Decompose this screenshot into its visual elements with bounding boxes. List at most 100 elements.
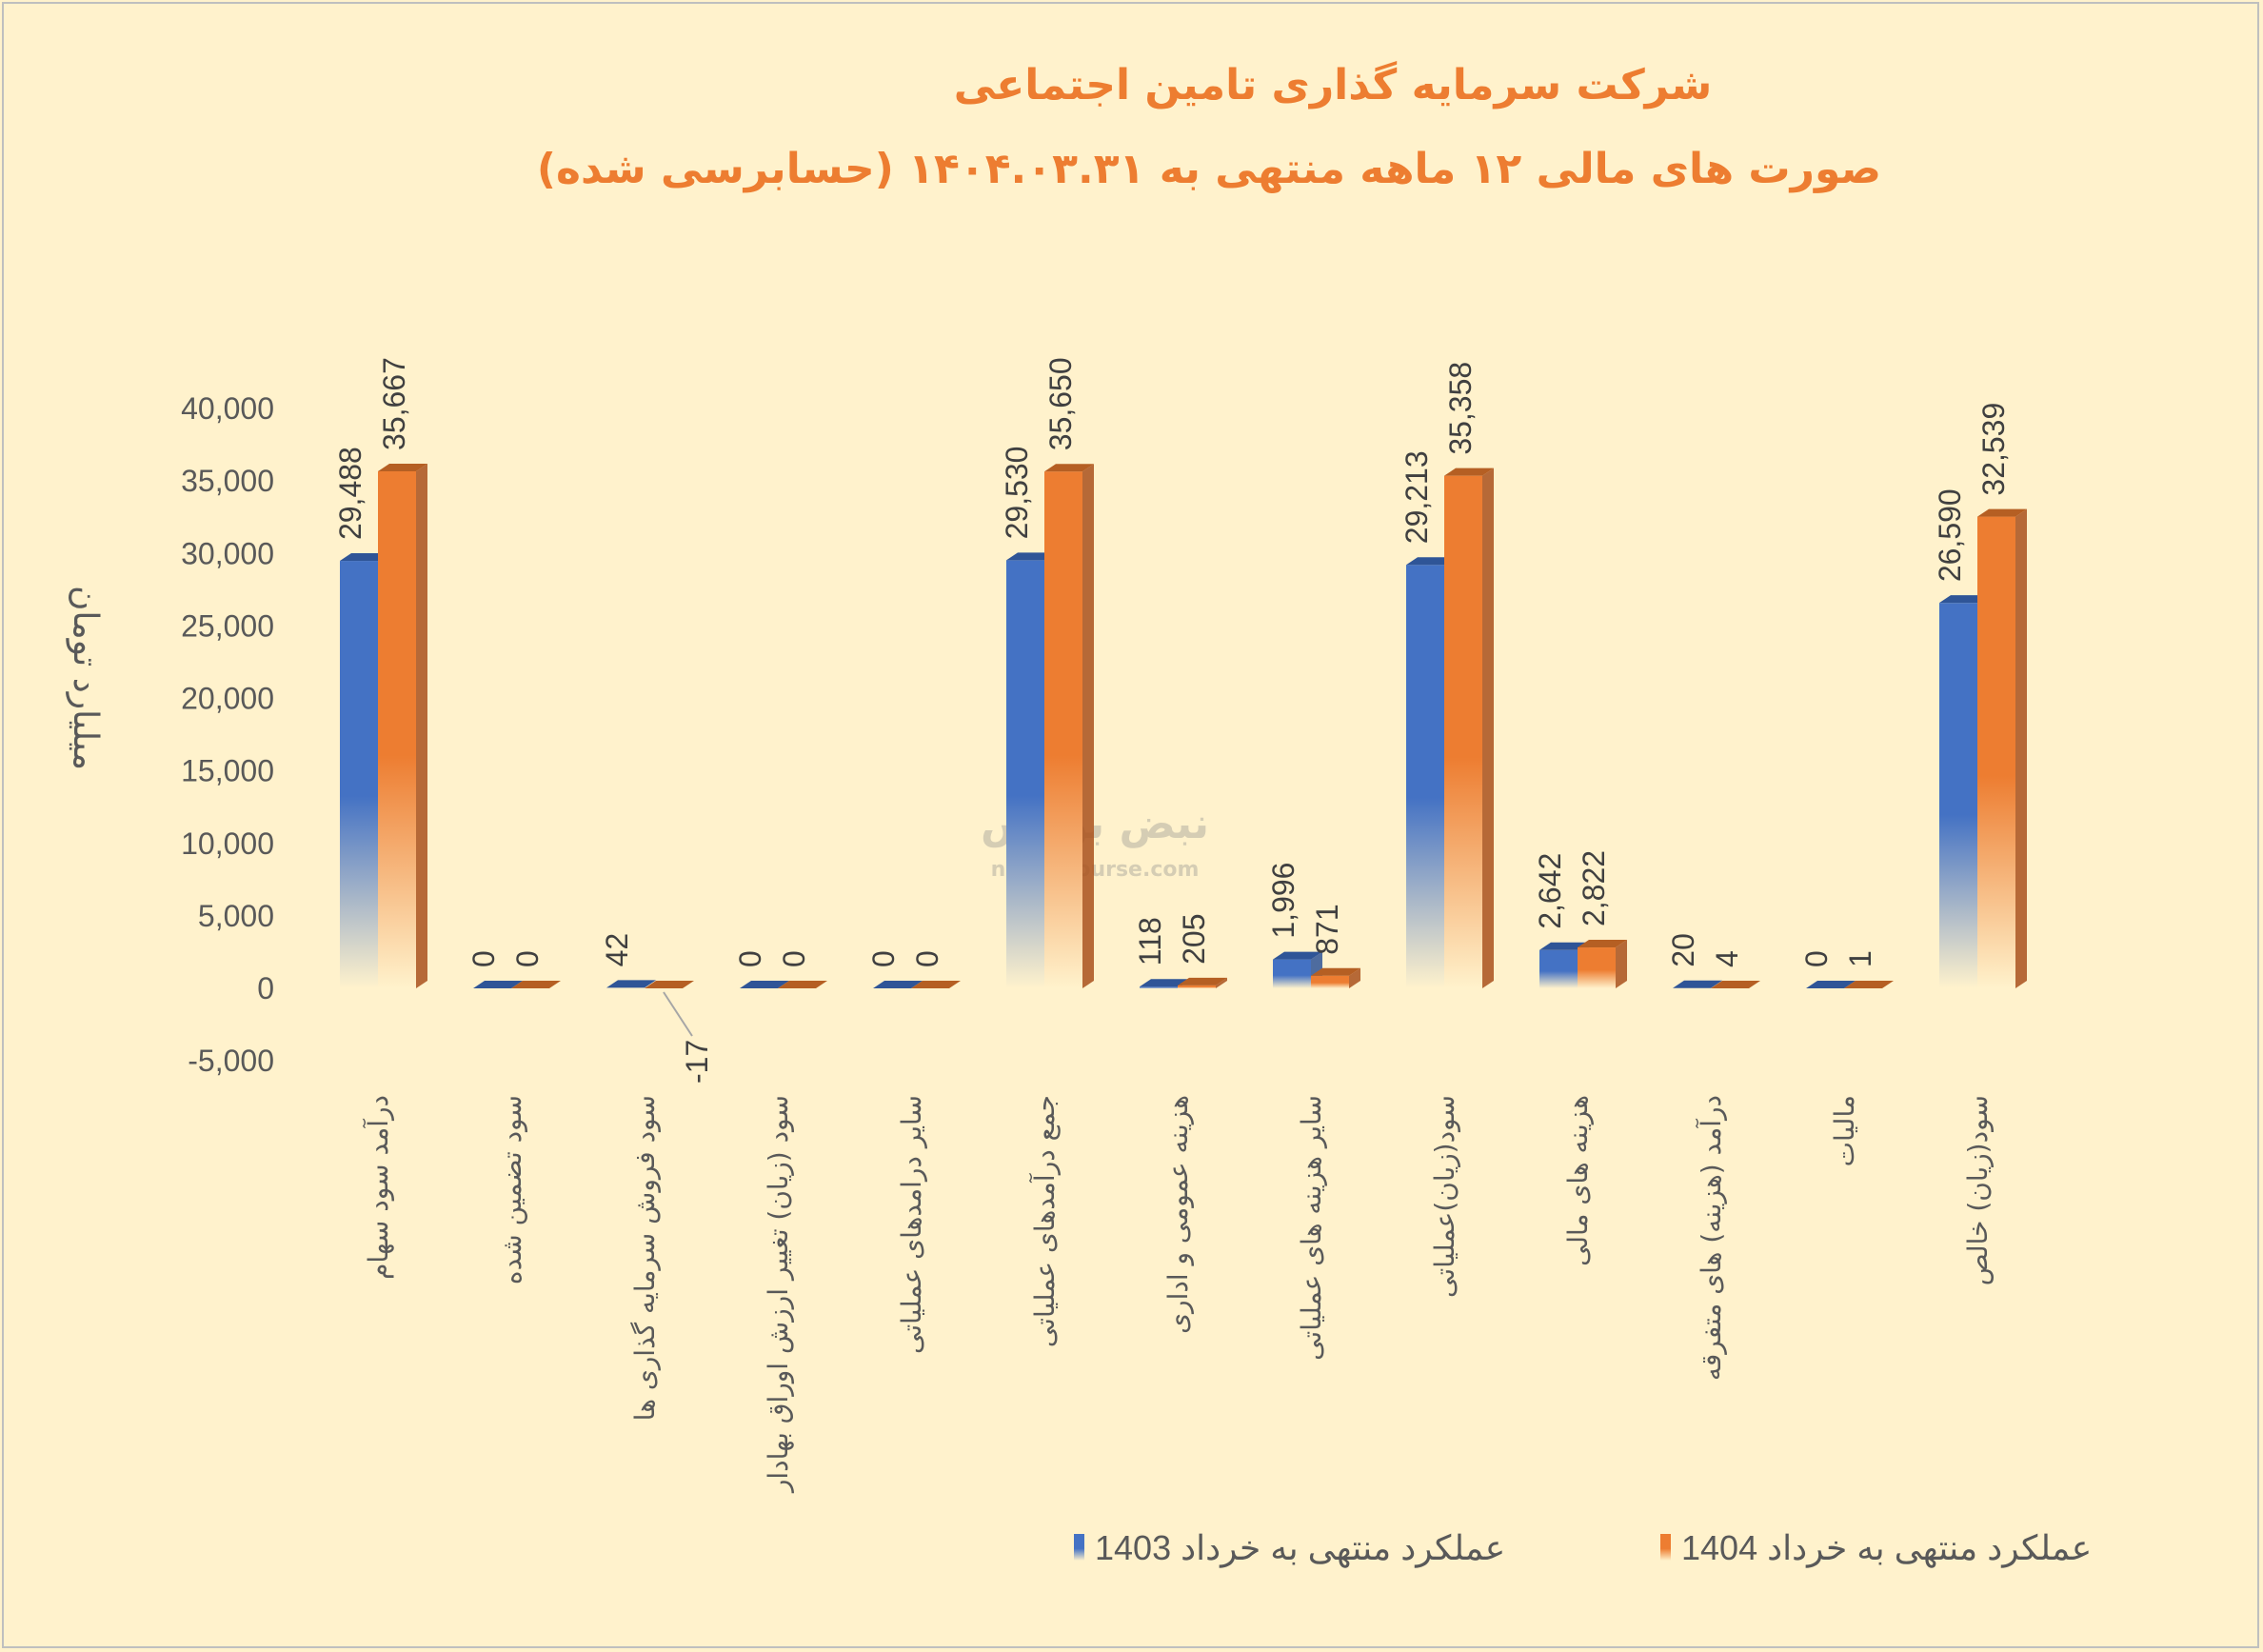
- legend-label-1404: عملکرد منتهی به خرداد 1404: [1681, 1528, 2092, 1568]
- data-label: 1: [1843, 950, 1877, 967]
- bar-1404: [378, 463, 427, 988]
- y-tick-label: 20,000: [181, 682, 274, 716]
- y-tick-label: 0: [257, 971, 274, 1005]
- bar-1404: [1977, 508, 2027, 988]
- data-label: 32,539: [1976, 403, 2011, 496]
- bar-side: [416, 463, 427, 988]
- bar-front: [1578, 947, 1616, 988]
- data-label: 29,213: [1399, 450, 1434, 544]
- y-tick-label: 30,000: [181, 536, 274, 570]
- data-label: 0: [733, 950, 767, 967]
- y-axis-title: میلیارد تومان: [66, 586, 105, 770]
- bar-1404: [1578, 940, 1627, 988]
- bar-front: [1273, 959, 1311, 988]
- bar-top: [340, 553, 389, 562]
- chart-subtitle: صورت های مالی ۱۲ ماهه منتهی به ۱۴۰۴.۰۳.۳…: [537, 145, 1881, 193]
- data-label: 205: [1177, 913, 1211, 964]
- bar-top: [1273, 951, 1322, 960]
- data-label: 0: [777, 950, 811, 967]
- y-tick-label: 40,000: [181, 391, 274, 426]
- category-label: هزینه های مالی: [1562, 1095, 1594, 1266]
- bar-1404: [645, 981, 694, 988]
- legend-swatch-1404: [1660, 1534, 1671, 1561]
- bar-front: [1178, 985, 1216, 988]
- bar-top: [645, 981, 694, 988]
- bar-front: [1006, 560, 1044, 988]
- bar-front: [1977, 516, 2015, 988]
- bar-side: [1216, 977, 1227, 988]
- bar-1404: [1178, 977, 1227, 988]
- data-label: 0: [466, 950, 501, 967]
- bar-1403: [473, 981, 523, 988]
- bar-top: [1711, 980, 1760, 988]
- bar-front: [1311, 975, 1349, 988]
- bar-top: [778, 981, 827, 988]
- bar-1404: [778, 981, 827, 988]
- bar-1404: [1844, 980, 1894, 988]
- chart-title: شرکت سرمایه گذاری تامین اجتماعی: [954, 60, 1713, 109]
- data-label: -17: [680, 1040, 714, 1084]
- data-label: 20: [1666, 933, 1700, 967]
- data-label: 35,650: [1043, 357, 1078, 450]
- legend-label-1403: عملکرد منتهی به خرداد 1403: [1095, 1528, 1505, 1568]
- bar-top: [378, 463, 427, 471]
- bar-top: [1939, 595, 1989, 604]
- data-label: 0: [1799, 950, 1834, 967]
- bar-top: [1977, 508, 2027, 517]
- data-label: 0: [866, 950, 901, 967]
- category-label: جمع درآمدهای عملیاتی: [1029, 1095, 1061, 1347]
- bar-side: [1616, 940, 1627, 988]
- bar-top: [911, 981, 961, 988]
- category-label: سود(زیان)عملیاتی: [1429, 1095, 1460, 1298]
- data-label: 1,996: [1266, 863, 1300, 939]
- bar-front: [1140, 986, 1178, 988]
- y-tick-label: 35,000: [181, 464, 274, 498]
- data-label: 35,667: [377, 357, 411, 450]
- y-tick-label: 15,000: [181, 754, 274, 788]
- bar-front: [1444, 475, 1482, 988]
- bar-1403: [873, 981, 923, 988]
- bar-top: [1578, 940, 1627, 948]
- data-label: 26,590: [1933, 488, 1967, 582]
- category-label: سود فروش سرمایه گذاری ها: [629, 1095, 661, 1421]
- bar-top: [1844, 980, 1894, 988]
- y-tick-label: -5,000: [188, 1044, 274, 1078]
- bar-top: [1444, 468, 1494, 476]
- bar-top: [1539, 942, 1589, 950]
- category-label: هزینه عمومی و اداری: [1162, 1095, 1194, 1334]
- bar-1404: [1711, 980, 1760, 988]
- legend: عملکرد منتهی به خرداد 1403 عملکرد منتهی …: [1074, 1528, 2092, 1568]
- bar-1404: [511, 981, 561, 988]
- bar-front: [1044, 471, 1082, 988]
- bar-top: [1006, 552, 1056, 561]
- bar-front: [340, 561, 378, 988]
- bar-top: [1140, 979, 1189, 987]
- data-label: 871: [1310, 904, 1344, 954]
- bar-side: [1349, 967, 1360, 988]
- bar-top: [1406, 557, 1456, 566]
- bar-top: [511, 981, 561, 988]
- bar-1403: [606, 980, 656, 988]
- bar-top: [1806, 981, 1856, 988]
- category-label: سایر هزینه های عملیاتی: [1296, 1095, 1327, 1361]
- data-label: 2,642: [1533, 853, 1567, 929]
- data-label: 0: [510, 950, 545, 967]
- data-label: 2,822: [1577, 850, 1611, 926]
- data-label: 0: [910, 950, 944, 967]
- data-label: 35,358: [1443, 362, 1478, 455]
- bar-top: [1178, 977, 1227, 985]
- y-tick-label: 10,000: [181, 826, 274, 861]
- bar-1404: [911, 981, 961, 988]
- bar-front: [1939, 603, 1977, 988]
- bar-top: [473, 981, 523, 988]
- category-label: سایر درامدهای عملیاتی: [896, 1095, 927, 1354]
- bar-1403: [1673, 980, 1722, 988]
- bar-top: [873, 981, 923, 988]
- leader-line: [663, 991, 693, 1037]
- bar-1404: [1044, 464, 1094, 988]
- category-label: مالیات: [1829, 1095, 1860, 1166]
- bar-1403: [1806, 981, 1856, 988]
- category-label: سود تضمین شده: [496, 1095, 527, 1284]
